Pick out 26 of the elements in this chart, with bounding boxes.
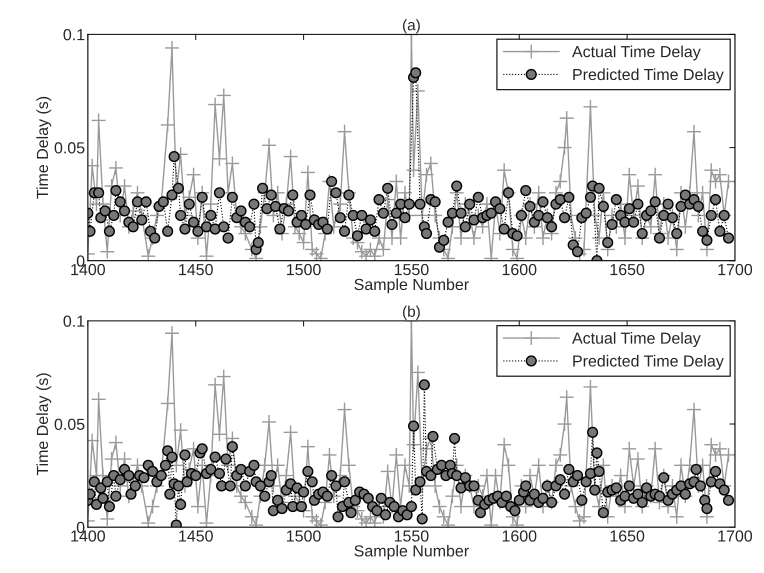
x-tick-label: 1500: [287, 264, 321, 276]
y-tick-label: 0.05: [54, 142, 84, 154]
y-axis-title: Time Delay (s): [36, 96, 52, 199]
x-tick-label: 1600: [502, 264, 536, 276]
x-tick-label: 1650: [610, 264, 644, 276]
chart-title: (a): [403, 19, 420, 34]
x-tick-label: 1650: [610, 530, 644, 542]
x-tick-label: 1600: [502, 530, 536, 542]
legend-label: Actual Time Delay: [572, 46, 701, 60]
legend-label: Predicted Time Delay: [573, 354, 724, 370]
x-tick-label: 1550: [394, 264, 429, 276]
x-tick-label: 1450: [179, 530, 213, 542]
y-tick-label: 0.1: [64, 316, 84, 327]
y-tick-label: 0.1: [64, 29, 84, 40]
legend-label: Predicted Time Delay: [573, 68, 724, 84]
x-axis-title: Sample Number: [354, 278, 469, 294]
x-tick-label: 1450: [179, 264, 213, 276]
y-tick-label: 0.05: [54, 418, 84, 430]
x-tick-label: 1500: [287, 530, 321, 542]
y-axis-title: Time Delay (s): [36, 373, 52, 476]
chart-title: (b): [403, 306, 420, 320]
legend-label: Actual Time Delay: [572, 332, 701, 347]
x-axis-title: Sample Number: [354, 544, 469, 560]
x-tick-label: 1550: [394, 530, 429, 542]
x-tick-label: 1700: [718, 530, 752, 542]
x-tick-label: 1700: [718, 264, 752, 276]
